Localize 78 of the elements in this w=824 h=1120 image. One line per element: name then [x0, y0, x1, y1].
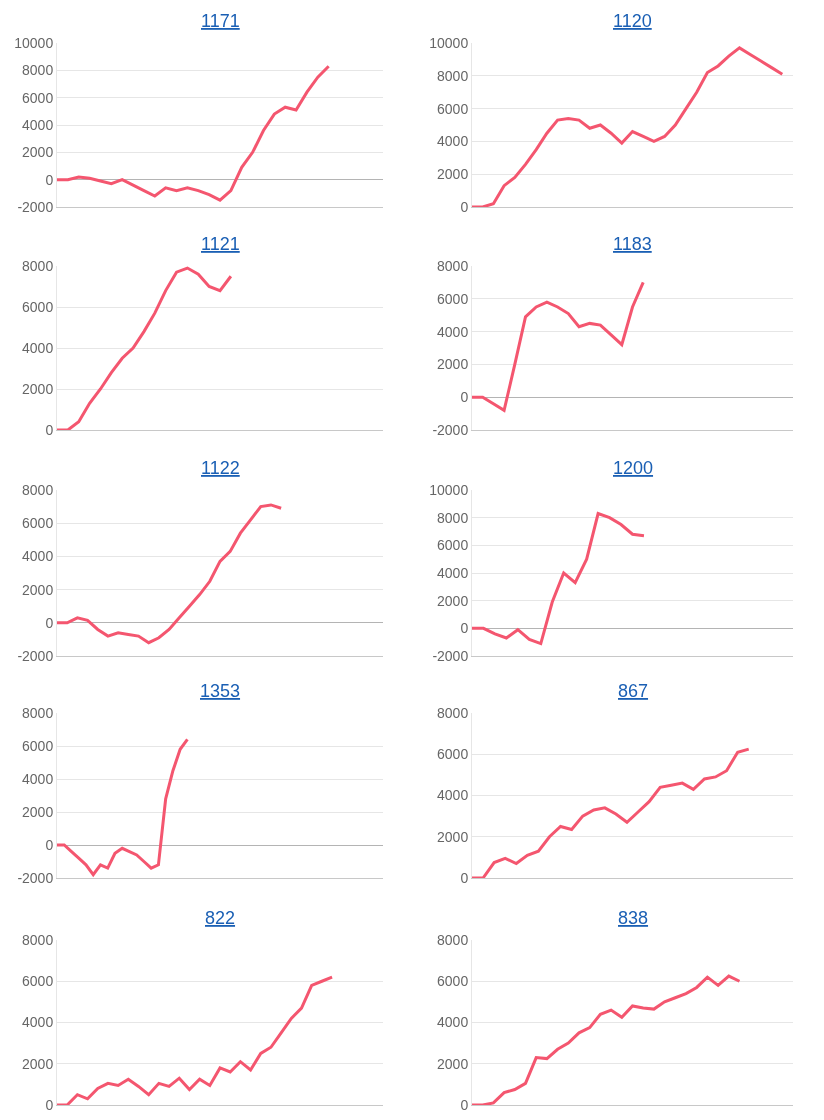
- line-series: [472, 512, 646, 646]
- y-tick-label: 8000: [437, 704, 469, 721]
- y-tick-label: 8000: [22, 704, 54, 721]
- chart-title: 838: [618, 908, 649, 928]
- y-tick-label: 8000: [437, 509, 469, 526]
- y-tick-label: 4000: [437, 564, 469, 581]
- y-tick-label: 8000: [437, 67, 469, 84]
- chart-title: 1183: [613, 234, 652, 254]
- y-tick-label: 8000: [22, 62, 54, 79]
- y-tick-label: 6000: [22, 298, 54, 315]
- chart-title: 822: [205, 908, 236, 928]
- y-tick-label: 4000: [22, 548, 54, 565]
- y-tick-label: 8000: [437, 931, 469, 948]
- y-tick-label: 4000: [437, 133, 469, 150]
- y-tick-label: 4000: [437, 323, 469, 340]
- y-tick-label: 0: [460, 869, 469, 886]
- y-tick-label: 10000: [14, 34, 54, 51]
- y-tick-label: 2000: [437, 356, 469, 373]
- line-series: [472, 974, 741, 1105]
- y-tick-label: 4000: [22, 770, 54, 787]
- y-tick-label: 4000: [437, 787, 469, 804]
- chart-title: 1171: [201, 11, 240, 31]
- y-tick-label: 0: [460, 198, 469, 215]
- line-series: [57, 64, 331, 202]
- y-tick-label: 6000: [437, 290, 469, 307]
- y-tick-label: 6000: [437, 100, 469, 117]
- chart-title: 1120: [613, 11, 652, 31]
- y-tick-label: 2000: [437, 828, 469, 845]
- y-tick-label: 6000: [437, 973, 469, 990]
- y-tick-label: -2000: [17, 647, 54, 664]
- y-tick-label: 0: [460, 389, 469, 406]
- y-tick-label: 6000: [437, 746, 469, 763]
- line-series: [472, 46, 784, 207]
- chart-title: 1121: [201, 234, 240, 254]
- y-tick-label: 2000: [22, 144, 54, 161]
- y-tick-label: 8000: [22, 481, 54, 498]
- y-tick-label: 2000: [22, 380, 54, 397]
- y-tick-label: 8000: [437, 257, 469, 274]
- y-tick-label: 2000: [437, 166, 469, 183]
- y-tick-label: -2000: [432, 421, 469, 438]
- y-tick-label: 0: [45, 171, 54, 188]
- y-tick-label: 4000: [22, 1014, 54, 1031]
- line-series: [472, 280, 645, 412]
- y-tick-label: 6000: [437, 537, 469, 554]
- y-tick-label: 10000: [429, 481, 469, 498]
- y-tick-label: -2000: [17, 198, 54, 215]
- y-tick-label: 0: [45, 836, 54, 853]
- y-tick-label: 10000: [429, 34, 469, 51]
- y-tick-label: 2000: [437, 592, 469, 609]
- y-tick-label: 0: [45, 1096, 54, 1113]
- y-tick-label: 6000: [22, 89, 54, 106]
- y-tick-label: 2000: [22, 803, 54, 820]
- y-tick-label: 2000: [22, 1055, 54, 1072]
- chart-title: 1200: [613, 458, 654, 478]
- y-tick-label: 6000: [22, 515, 54, 532]
- y-tick-label: 4000: [437, 1014, 469, 1031]
- line-series: [57, 975, 334, 1105]
- y-tick-label: 0: [460, 1096, 469, 1113]
- y-tick-label: 8000: [22, 931, 54, 948]
- y-tick-label: 6000: [22, 973, 54, 990]
- chart-title: 1122: [201, 458, 240, 478]
- chart-title: 1353: [200, 681, 241, 701]
- chart-title: 867: [618, 681, 649, 701]
- y-tick-label: 0: [45, 614, 54, 631]
- line-series: [472, 747, 751, 878]
- y-tick-label: 0: [460, 620, 469, 637]
- y-tick-label: -2000: [17, 869, 54, 886]
- y-tick-label: 0: [45, 421, 54, 438]
- y-tick-label: 8000: [22, 257, 54, 274]
- y-tick-label: 4000: [22, 116, 54, 133]
- y-tick-label: 6000: [22, 737, 54, 754]
- line-series: [57, 737, 189, 877]
- line-series: [57, 503, 283, 645]
- y-tick-label: -2000: [432, 647, 469, 664]
- y-tick-label: 4000: [22, 339, 54, 356]
- y-tick-label: 2000: [22, 581, 54, 598]
- line-series: [57, 266, 233, 430]
- y-tick-label: 2000: [437, 1055, 469, 1072]
